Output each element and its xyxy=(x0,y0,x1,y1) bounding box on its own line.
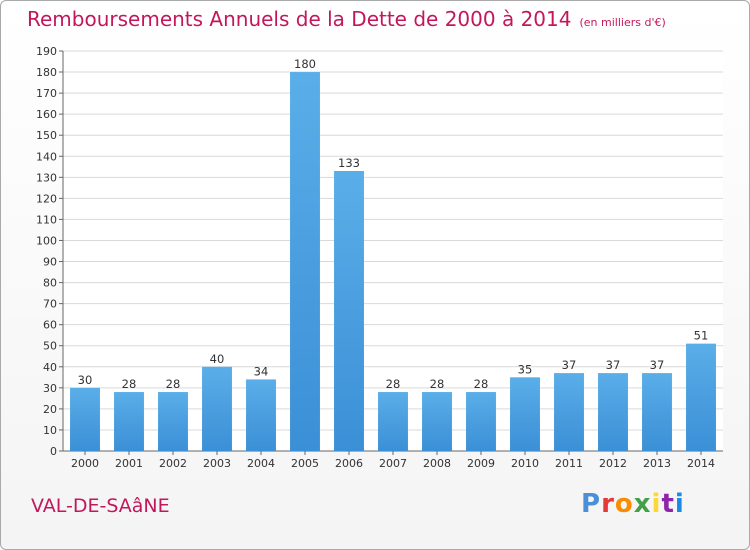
data-label: 34 xyxy=(254,364,269,378)
data-label: 28 xyxy=(122,377,137,391)
logo-letter: t xyxy=(661,489,675,519)
bar xyxy=(598,373,628,451)
y-tick-label: 190 xyxy=(36,45,57,58)
y-tick-label: 110 xyxy=(36,213,57,226)
town-name: VAL-DE-SAâNE xyxy=(31,495,170,517)
x-tick-label: 2005 xyxy=(291,457,319,470)
bar xyxy=(642,373,672,451)
x-tick-label: 2010 xyxy=(511,457,539,470)
bar xyxy=(686,343,716,451)
x-tick-label: 2003 xyxy=(203,457,231,470)
y-tick-label: 0 xyxy=(50,445,57,458)
title-main: Remboursements Annuels de la Dette de 20… xyxy=(27,7,572,31)
bar xyxy=(554,373,584,451)
y-tick-label: 170 xyxy=(36,87,57,100)
data-label: 37 xyxy=(606,358,621,372)
x-tick-label: 2006 xyxy=(335,457,363,470)
data-label: 37 xyxy=(650,358,665,372)
bar xyxy=(70,387,100,451)
y-tick-label: 70 xyxy=(43,298,57,311)
bar xyxy=(246,379,276,451)
y-tick-label: 50 xyxy=(43,340,57,353)
x-tick-label: 2012 xyxy=(599,457,627,470)
bar xyxy=(290,72,320,451)
bar xyxy=(158,392,188,451)
y-tick-label: 60 xyxy=(43,319,57,332)
y-tick-label: 100 xyxy=(36,234,57,247)
bar xyxy=(422,392,452,451)
logo-letter: i xyxy=(674,489,685,519)
y-tick-label: 130 xyxy=(36,171,57,184)
data-label: 37 xyxy=(562,358,577,372)
logo-letter: P xyxy=(581,489,602,519)
title-unit: (en milliers d'€) xyxy=(579,16,666,29)
chart-title: Remboursements Annuels de la Dette de 20… xyxy=(27,7,666,31)
x-tick-label: 2009 xyxy=(467,457,495,470)
data-label: 35 xyxy=(518,362,533,376)
y-tick-label: 30 xyxy=(43,382,57,395)
data-label: 28 xyxy=(430,377,445,391)
x-tick-label: 2002 xyxy=(159,457,187,470)
bar xyxy=(510,377,540,451)
x-tick-label: 2004 xyxy=(247,457,275,470)
x-tick-label: 2014 xyxy=(687,457,715,470)
logo-letter: o xyxy=(614,489,634,519)
y-tick-label: 10 xyxy=(43,424,57,437)
bar xyxy=(466,392,496,451)
y-tick-label: 80 xyxy=(43,277,57,290)
x-tick-label: 2007 xyxy=(379,457,407,470)
bar xyxy=(202,366,232,451)
logo-letter: x xyxy=(633,489,652,519)
data-label: 133 xyxy=(338,156,360,170)
logo-letter: r xyxy=(601,489,615,519)
bar xyxy=(378,392,408,451)
y-tick-label: 40 xyxy=(43,361,57,374)
proxiti-logo: Proxiti xyxy=(581,489,685,519)
y-tick-label: 180 xyxy=(36,66,57,79)
x-tick-label: 2001 xyxy=(115,457,143,470)
y-tick-label: 20 xyxy=(43,403,57,416)
data-label: 28 xyxy=(386,377,401,391)
data-label: 40 xyxy=(210,352,225,366)
x-tick-label: 2000 xyxy=(71,457,99,470)
x-tick-label: 2008 xyxy=(423,457,451,470)
logo-letter: i xyxy=(651,489,662,519)
y-tick-label: 150 xyxy=(36,129,57,142)
bar xyxy=(334,171,364,451)
data-label: 51 xyxy=(694,329,709,343)
x-tick-label: 2011 xyxy=(555,457,583,470)
data-label: 28 xyxy=(474,377,489,391)
data-label: 30 xyxy=(78,373,93,387)
y-tick-label: 120 xyxy=(36,192,57,205)
y-tick-label: 140 xyxy=(36,150,57,163)
y-tick-label: 90 xyxy=(43,256,57,269)
y-tick-label: 160 xyxy=(36,108,57,121)
bar xyxy=(114,392,144,451)
data-label: 180 xyxy=(294,57,316,71)
x-tick-label: 2013 xyxy=(643,457,671,470)
data-label: 28 xyxy=(166,377,181,391)
